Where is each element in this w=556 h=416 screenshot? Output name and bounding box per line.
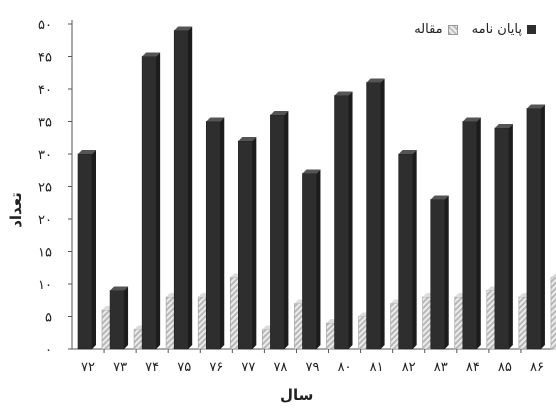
bar-thesis-top	[110, 286, 129, 291]
bar-thesis	[430, 199, 446, 350]
y-tick-label: ۵۰	[38, 18, 52, 33]
bar-thesis-side	[124, 286, 129, 349]
bar-thesis-top	[430, 195, 449, 200]
x-tick-label: ۸۱	[370, 360, 384, 375]
legend-swatch-thesis	[527, 25, 536, 34]
bar-thesis-side	[156, 52, 161, 349]
x-tick-label: ۸۶	[530, 360, 544, 375]
chart-legend: پایان نامه مقاله	[414, 22, 536, 37]
bar-thesis-side	[508, 124, 513, 349]
bar-thesis-top	[462, 117, 481, 122]
bar-thesis-top	[494, 124, 513, 128]
legend-label-thesis: پایان نامه	[471, 22, 522, 37]
y-tick-label: ۳۵	[38, 116, 52, 131]
legend-label-article: مقاله	[414, 22, 443, 37]
bar-thesis-side	[348, 91, 353, 349]
bar-thesis-side	[284, 111, 289, 349]
x-tick-label: ۷۷	[241, 360, 255, 375]
legend-item-thesis: پایان نامه	[472, 22, 536, 37]
bar-thesis	[109, 290, 125, 350]
bar-thesis-top	[142, 52, 161, 57]
bar-thesis-side	[412, 150, 417, 349]
x-tick-label: ۷۶	[209, 360, 223, 375]
bar-thesis	[302, 173, 317, 350]
x-axis-title: سال	[280, 386, 314, 404]
y-tick-label: ۵	[45, 311, 52, 326]
bar-thesis-top	[526, 104, 545, 109]
bar-thesis-side	[188, 26, 193, 349]
y-tick-label: ۲۰	[38, 213, 52, 228]
bar-article	[550, 277, 556, 350]
bar-thesis	[526, 108, 542, 350]
bar-article-top	[550, 273, 556, 278]
bar-thesis	[141, 56, 157, 350]
y-tick-label: ۱۵	[38, 246, 52, 261]
bar-thesis	[494, 127, 510, 350]
y-tick-label: ۱۰	[38, 278, 52, 293]
bar-thesis-side	[476, 117, 481, 349]
bar-thesis-side	[444, 195, 449, 349]
y-axis-title-text: تعداد	[7, 192, 25, 228]
x-tick-label: ۷۳	[113, 360, 127, 375]
bar-thesis	[462, 121, 478, 350]
bar-thesis-side	[380, 78, 385, 349]
x-tick-label: ۸۳	[434, 360, 448, 375]
bar-thesis-top	[302, 169, 321, 174]
x-tick-label: ۷۸	[273, 360, 287, 375]
y-axis-title: تعداد	[6, 170, 26, 250]
y-tick-label: ۴۵	[38, 51, 52, 66]
y-tick-label: ۲۵	[38, 181, 52, 196]
y-tick-label: ۰	[45, 343, 52, 358]
bar-thesis	[334, 95, 349, 350]
x-tick-label: ۸۴	[466, 360, 480, 375]
x-tick-label: ۸۲	[402, 360, 416, 375]
bar-thesis	[366, 82, 381, 350]
bar-thesis-side	[316, 169, 321, 349]
bar-thesis	[238, 140, 253, 350]
bar-thesis-top	[206, 117, 225, 122]
bar-thesis-top	[238, 137, 257, 141]
x-tick-label: ۷۵	[177, 360, 191, 375]
bar-thesis-top	[366, 78, 385, 83]
bar-thesis	[398, 153, 413, 350]
bar-thesis-top	[398, 150, 417, 154]
legend-item-article: مقاله	[414, 22, 458, 37]
bar-thesis-side	[92, 150, 96, 349]
x-tick-label: ۸۰	[338, 360, 352, 375]
bar-thesis-side	[540, 104, 545, 349]
bar-thesis	[270, 114, 285, 350]
y-tick-label: ۴۰	[38, 83, 52, 98]
bar-thesis-top	[78, 150, 96, 154]
bar-thesis-top	[334, 91, 353, 96]
bar-thesis	[77, 153, 93, 350]
y-tick-label: ۳۰	[38, 148, 52, 163]
x-tick-label: ۷۴	[145, 360, 159, 375]
bar-thesis	[173, 30, 189, 350]
legend-swatch-article	[447, 24, 458, 35]
x-tick-label: ۷۹	[306, 360, 320, 375]
bar-thesis-top	[270, 111, 289, 115]
bar-thesis-side	[220, 117, 225, 349]
x-tick-label: ۷۲	[81, 360, 95, 375]
bar-thesis-top	[174, 26, 193, 31]
bar-thesis	[205, 121, 221, 350]
bar-thesis-side	[252, 137, 257, 349]
x-tick-label: ۸۵	[498, 360, 512, 375]
